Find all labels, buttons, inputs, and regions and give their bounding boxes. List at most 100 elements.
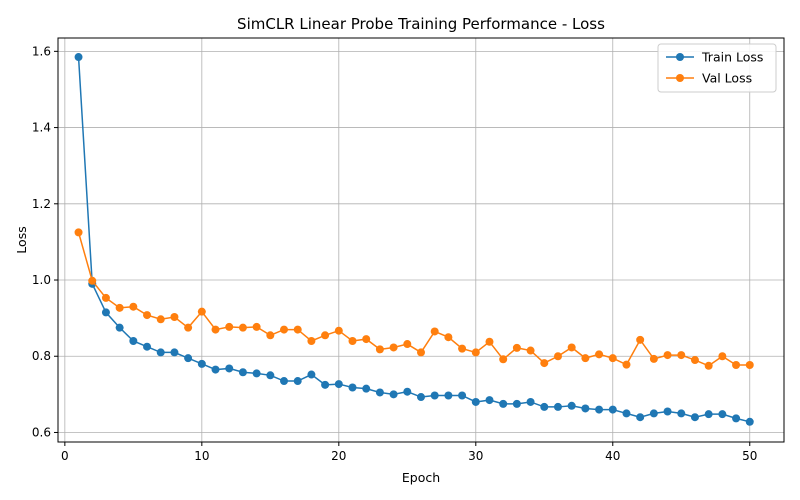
val-loss-point [238,323,247,332]
train-loss-legend-marker [676,53,684,61]
train-loss-point [211,365,220,374]
train-loss-point [499,399,508,408]
x-tick-label: 20 [331,449,346,463]
val-loss-point [375,345,384,354]
val-loss-point [649,354,658,363]
x-tick-label: 40 [605,449,620,463]
val-loss-point [266,331,275,340]
legend-box [657,43,777,93]
train-loss-point [375,388,384,397]
val-loss-point [170,312,179,321]
val-loss-point [622,360,631,369]
train-loss-point [184,354,193,363]
val-loss-point [608,354,617,363]
x-axis-label: Epoch [402,470,440,485]
val-loss-point [334,326,343,335]
train-loss-point [225,364,234,373]
train-loss-point [293,377,302,386]
val-loss-point [471,348,480,357]
y-tick-label: 1.4 [32,121,51,135]
val-loss-point [553,352,562,361]
train-loss-point [485,396,494,405]
val-loss-point [485,337,494,346]
val-loss-point [293,325,302,334]
train-loss-point [512,399,521,408]
train-loss-point [677,409,686,418]
train-loss-point [567,401,576,410]
train-loss-point [348,383,357,392]
val-loss-point [156,315,165,324]
y-axis-label: Loss [14,226,29,253]
val-loss-point [745,361,754,370]
val-loss-point [211,325,220,334]
val-loss-line [77,232,750,367]
train-loss-legend-label: Train Loss [701,50,763,65]
train-loss-point [74,53,83,62]
train-loss-point [129,337,138,345]
train-loss-point [280,377,289,386]
val-loss-point [348,337,357,345]
val-loss-point [115,303,124,312]
train-loss-point [430,391,439,400]
train-loss-point [622,409,631,418]
plot-frame [57,37,785,443]
train-loss-point [362,384,371,393]
val-loss-point [197,307,206,316]
val-loss-point [636,335,645,344]
train-loss-point [704,410,713,419]
val-loss-point [677,351,686,360]
val-loss-point [417,348,425,357]
train-loss-point [252,369,261,378]
train-loss-point [101,308,110,317]
val-loss-point [704,361,713,370]
train-loss-point [143,342,152,351]
val-loss-point [512,343,521,352]
val-loss-point [280,325,289,334]
val-loss-point [184,323,193,332]
train-loss-point [526,397,535,406]
val-loss-point [74,228,83,237]
val-loss-point [225,322,234,331]
train-loss-point [334,380,343,389]
val-loss-point [403,340,412,349]
val-loss-point [526,346,535,355]
val-loss-point [663,351,672,360]
chart-title: SimCLR Linear Probe Training Performance… [237,15,605,33]
train-loss-point [417,393,425,402]
y-tick-label: 1.6 [32,44,51,58]
train-loss-point [403,387,412,396]
series-layer [74,53,754,426]
y-tick-label: 0.6 [32,425,51,439]
train-loss-point [649,409,658,418]
train-loss-point [170,348,179,357]
train-loss-point [540,402,549,411]
train-loss-point [553,402,562,411]
train-loss-point [636,413,645,422]
val-loss-point [88,276,97,285]
train-loss-point [732,414,741,423]
train-loss-point [156,348,165,357]
val-loss-point [567,343,576,352]
train-loss-point [115,323,124,332]
train-loss-point [458,391,467,400]
train-loss-point [581,404,590,413]
train-loss-point [197,359,206,368]
x-tick-label: 30 [468,449,483,463]
x-tick-label: 50 [742,449,757,463]
val-loss-point [143,311,152,320]
train-loss-point [321,380,330,389]
val-loss-point [458,344,467,353]
val-loss-point [362,335,371,344]
train-loss-point [690,413,699,422]
val-loss-point [129,302,138,311]
val-loss-point [540,359,549,368]
val-loss-legend-label: Val Loss [702,71,752,86]
val-loss-point [732,361,741,370]
val-loss-point [690,356,699,365]
legend: Train Loss Val Loss [657,43,777,93]
val-loss-legend-marker [676,74,684,82]
train-loss-point [471,397,480,406]
grid-lines [58,38,784,442]
train-loss-point [663,407,672,416]
